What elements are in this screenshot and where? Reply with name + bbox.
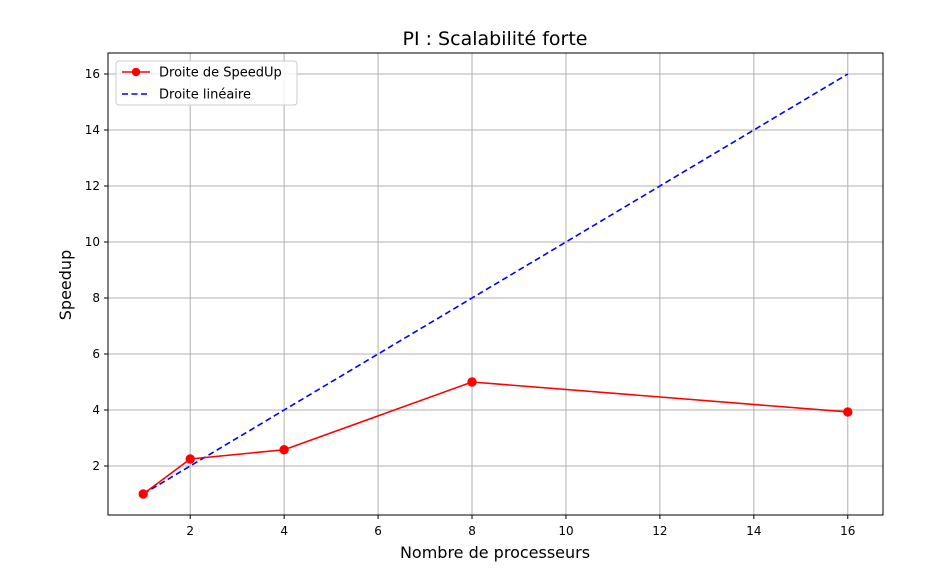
legend: Droite de SpeedUp Droite linéaire [115,60,298,106]
x-tick-label: 4 [280,524,288,538]
x-tick-label: 14 [746,524,761,538]
data-point [138,489,148,499]
chart-title: PI : Scalabilité forte [403,28,588,50]
plot-frame [107,52,884,516]
series-layer [138,73,853,499]
y-tick-label: 6 [92,347,100,361]
legend-box [115,60,298,106]
y-tick-label: 2 [92,459,100,473]
legend-label: Droite linéaire [159,88,251,103]
data-point [843,407,853,417]
data-point [279,445,289,455]
x-tick-label: 8 [468,524,476,538]
series-line-droite-lineaire [142,73,849,495]
legend-label: Droite de SpeedUp [159,66,282,81]
x-tick-label: 12 [652,524,667,538]
y-tick-label: 10 [85,235,100,249]
grid [108,53,883,515]
x-tick-label: 16 [840,524,855,538]
y-tick-label: 12 [85,179,100,193]
x-axis-label: Nombre de processeurs [400,543,590,562]
y-tick-label: 14 [85,123,100,137]
x-tick-label: 10 [558,524,573,538]
series-line-droite-de-speedup [142,381,848,495]
data-point [467,377,477,387]
y-tick-label: 16 [85,67,100,81]
x-tick-label: 6 [374,524,382,538]
ticks: 2 4 6 8 10 12 14 16 2 4 6 8 10 12 14 16 [85,67,856,538]
y-tick-label: 4 [92,403,100,417]
data-point [185,454,195,464]
legend-marker [131,67,141,77]
y-axis-label: Speedup [56,250,75,320]
x-tick-label: 2 [186,524,194,538]
y-tick-label: 8 [92,291,100,305]
